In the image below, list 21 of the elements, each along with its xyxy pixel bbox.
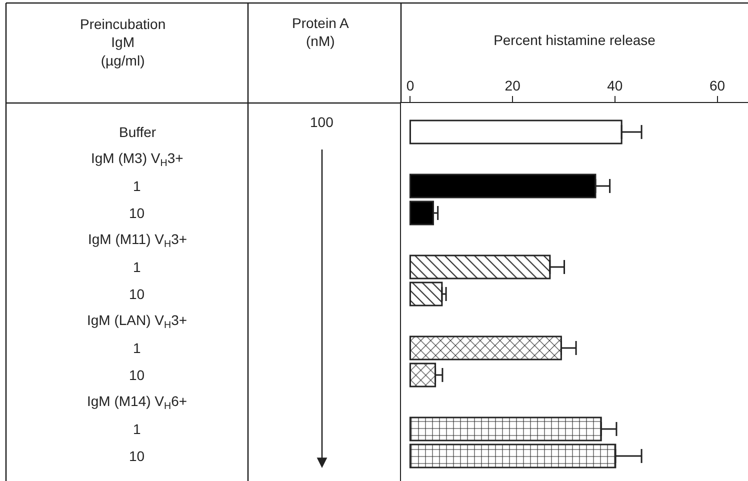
x2-axis-title: Percent histamine release [494, 32, 656, 48]
text: Protein A (nM) [292, 15, 350, 50]
y-axis-title: Preincubation IgM (µg/ml) [80, 16, 166, 68]
y-tick-label: 1 [133, 340, 141, 356]
y-tick-label: 10 [129, 286, 145, 302]
y-tick-label: IgM (M11) V$_{H}$3+ [88, 231, 188, 250]
text: 100 [310, 114, 334, 130]
y-tick-label: IgM (M3) V$_{H}$3+ [91, 150, 184, 169]
y-tick-label: 10 [129, 205, 145, 221]
x2-tick-label: 40 [607, 77, 623, 94]
y-tick-label: 10 [129, 448, 145, 464]
y-tick-label: 1 [133, 259, 141, 275]
y-tick-label: IgM (LAN) V$_{H}$3+ [87, 312, 188, 331]
y-tick-label: 1 [133, 178, 141, 194]
x2-tick-label: 20 [504, 77, 521, 94]
x2-tick-label: 0 [406, 77, 414, 94]
y-tick-label: Buffer [119, 124, 156, 140]
y-tick-label: IgM (M14) V$_{H}$6+ [87, 393, 188, 412]
x2-tick-label: 60 [710, 77, 726, 94]
y-tick-label: 10 [129, 367, 145, 383]
y-tick-label: 1 [133, 421, 141, 437]
